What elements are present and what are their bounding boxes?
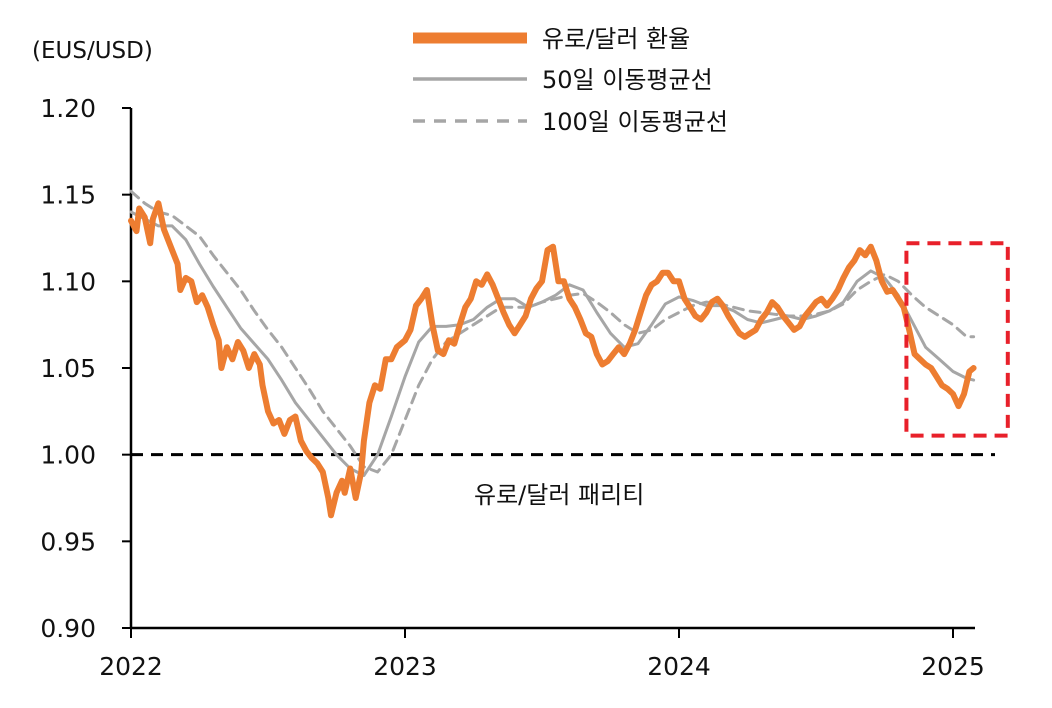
- legend-label-2: 100일 이동평균선: [542, 108, 728, 136]
- parity-reference: 유로/달러 패리티: [131, 453, 995, 509]
- highlight-box: [904, 241, 1010, 438]
- legend-label-1: 50일 이동평균선: [542, 66, 713, 94]
- series-line-2: [129, 189, 976, 474]
- highlight-box-layer: [904, 241, 1010, 438]
- x-tick-label: 2024: [647, 652, 711, 681]
- y-tick-label: 1.05: [40, 354, 96, 383]
- series-layer: [128, 189, 977, 519]
- y-tick-label: 1.15: [40, 181, 96, 210]
- y-tick-label: 0.95: [40, 527, 96, 556]
- x-tick-label: 2025: [921, 652, 985, 681]
- parity-label: 유로/달러 패리티: [474, 481, 644, 509]
- y-tick-label: 1.00: [40, 441, 96, 470]
- x-tick-label: 2023: [373, 652, 437, 681]
- legend-label-0: 유로/달러 환율: [542, 25, 690, 53]
- series-line-0: [128, 200, 977, 519]
- series-line-1: [129, 210, 976, 477]
- x-tick-label: 2022: [99, 652, 163, 681]
- y-tick-label: 0.90: [40, 614, 96, 643]
- y-tick-label: 1.10: [40, 267, 96, 296]
- y-tick-label: 1.20: [40, 94, 96, 123]
- y-unit-label: (EUS/USD): [32, 38, 153, 64]
- legend: 유로/달러 환율 50일 이동평균선 100일 이동평균선: [413, 25, 728, 136]
